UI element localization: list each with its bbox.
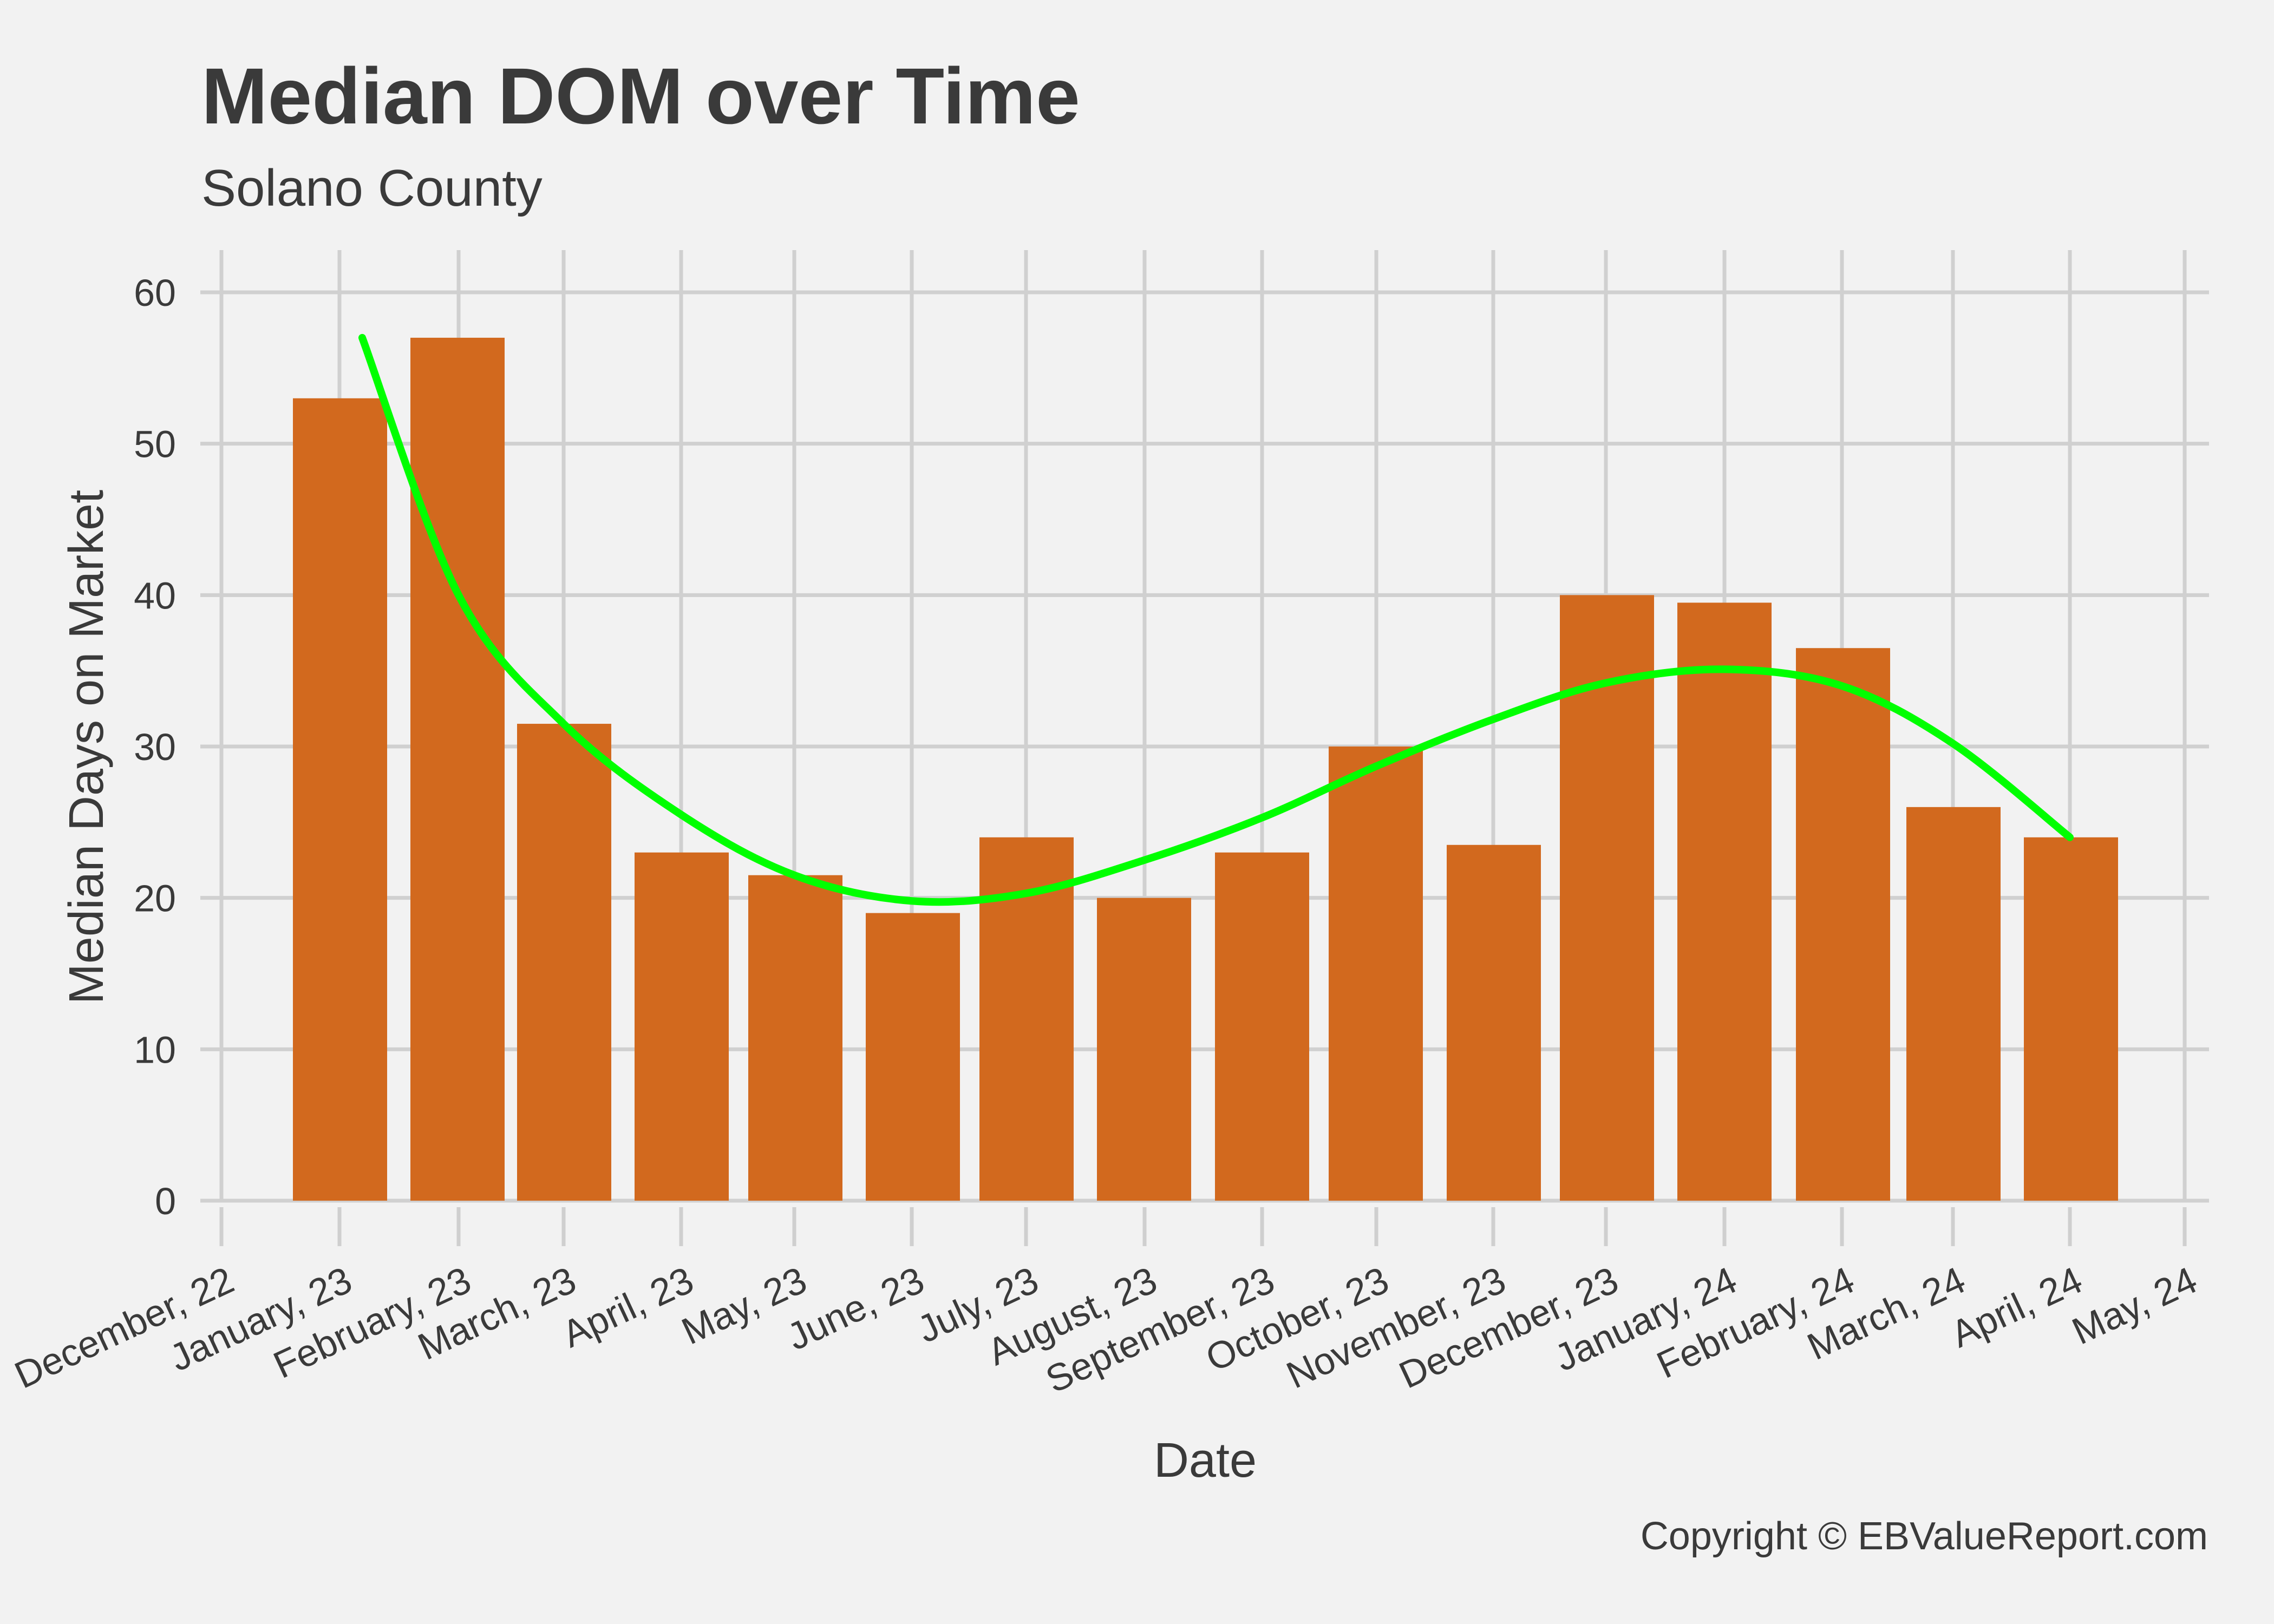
bar-september-23: [1215, 852, 1309, 1201]
bars: [293, 337, 2118, 1201]
bar-december-23: [1560, 595, 1654, 1201]
y-tick-label-30: 30: [134, 726, 176, 768]
bar-january-24: [1677, 603, 1772, 1201]
bar-october-23: [1329, 746, 1423, 1201]
y-tick-label-60: 60: [134, 272, 176, 314]
bar-march-24: [1906, 807, 2001, 1201]
x-axis-title: Date: [1154, 1433, 1257, 1488]
bar-january-23: [293, 398, 387, 1201]
y-tick-label-50: 50: [134, 423, 176, 466]
trend: [358, 333, 2074, 906]
y-tick-label-0: 0: [155, 1180, 176, 1222]
bar-april-24: [2024, 837, 2118, 1201]
chart-subtitle: Solano County: [201, 159, 543, 217]
copyright-caption: Copyright © EBValueReport.com: [1641, 1515, 2208, 1558]
y-axis-title: Median Days on Market: [60, 490, 114, 1004]
bar-june-23: [866, 913, 960, 1201]
bar-february-24: [1796, 648, 1890, 1201]
x-tick-label-april-24: April, 24: [1945, 1259, 2089, 1355]
y-tick-label-40: 40: [134, 574, 176, 617]
y-tick-label-10: 10: [134, 1029, 176, 1071]
bar-february-23: [410, 337, 505, 1201]
x-tick-label-may-24: May, 24: [2066, 1259, 2203, 1353]
y-axis: 0 10 20 30 40 50 60: [134, 272, 176, 1222]
x-tick-label-june-23: June, 23: [781, 1259, 930, 1358]
bar-may-23: [748, 875, 842, 1201]
bar-august-23: [1097, 898, 1191, 1201]
bar-november-23: [1447, 844, 1541, 1201]
chart-title: Median DOM over Time: [201, 52, 1080, 141]
x-tick-label-april-23: April, 23: [556, 1259, 700, 1355]
trend-line: [358, 333, 2074, 906]
y-tick-label-20: 20: [134, 878, 176, 920]
bar-april-23: [635, 852, 729, 1201]
bar-march-23: [517, 724, 611, 1201]
